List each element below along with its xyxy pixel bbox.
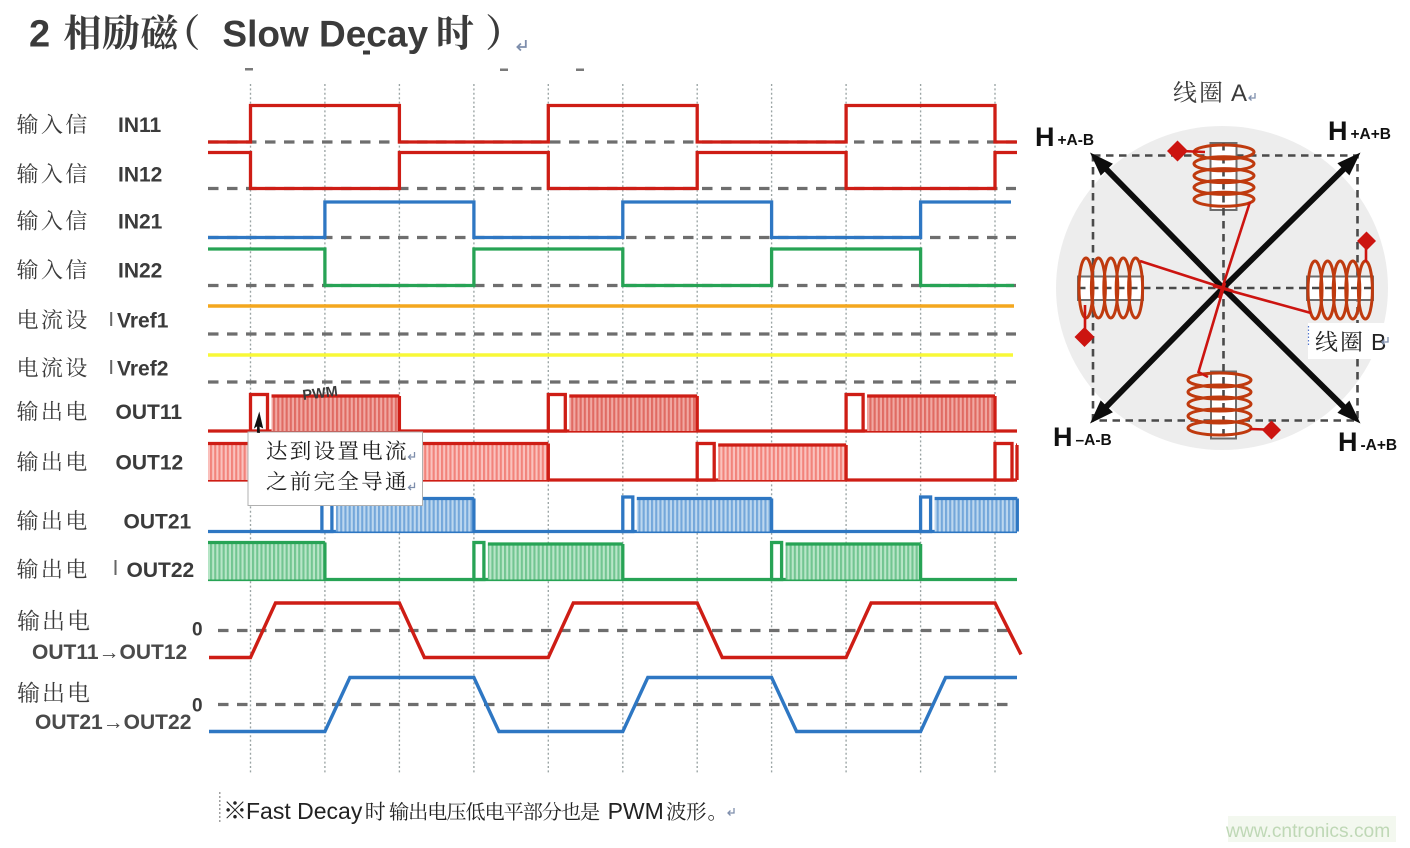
svg-text:IN11: IN11 — [118, 114, 162, 137]
svg-text:2: 2 — [29, 14, 50, 56]
svg-text:H: H — [1328, 116, 1348, 146]
svg-text:A: A — [1231, 80, 1247, 107]
svg-text:0: 0 — [192, 696, 203, 717]
svg-text:IN21: IN21 — [118, 211, 163, 234]
svg-text:H: H — [1053, 422, 1073, 452]
svg-text:OUT21: OUT21 — [124, 511, 192, 534]
svg-text:H: H — [1338, 427, 1358, 457]
svg-text:IN22: IN22 — [118, 260, 162, 283]
svg-text:www.cntronics.com: www.cntronics.com — [1225, 821, 1390, 842]
svg-text:OUT21→OUT22: OUT21→OUT22 — [35, 711, 191, 734]
svg-text:Vref1: Vref1 — [117, 310, 169, 333]
svg-text:OUT12: OUT12 — [116, 452, 184, 475]
svg-text:Slow Decay: Slow Decay — [222, 14, 428, 55]
svg-text:–A-B: –A-B — [1076, 432, 1112, 449]
svg-text:+A-B: +A-B — [1058, 132, 1095, 149]
svg-text:Fast Decay: Fast Decay — [246, 798, 363, 824]
svg-text:PWM: PWM — [608, 798, 664, 824]
svg-text:0: 0 — [192, 620, 203, 641]
svg-text:B: B — [1371, 329, 1386, 355]
svg-text:PWM: PWM — [302, 384, 339, 404]
svg-text:+A+B: +A+B — [1351, 126, 1392, 143]
svg-text:OUT11→OUT12: OUT11→OUT12 — [32, 641, 187, 664]
svg-text:-A+B: -A+B — [1361, 437, 1398, 454]
svg-text:OUT22: OUT22 — [127, 559, 195, 582]
svg-text:H: H — [1035, 122, 1055, 152]
svg-text:Vref2: Vref2 — [117, 358, 168, 381]
svg-text:OUT11: OUT11 — [116, 401, 183, 424]
svg-text:IN12: IN12 — [118, 164, 162, 187]
